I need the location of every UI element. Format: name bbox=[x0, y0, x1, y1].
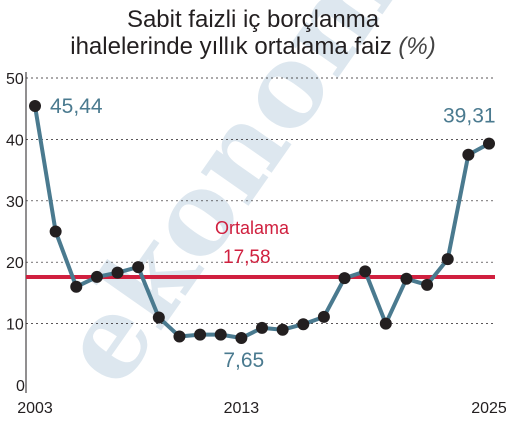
data-point bbox=[132, 261, 145, 274]
data-point bbox=[276, 323, 289, 336]
chart-title-line2: ihalelerinde yıllık ortalama faiz bbox=[70, 33, 392, 60]
data-point bbox=[111, 266, 124, 279]
data-point bbox=[70, 280, 83, 293]
series-layer bbox=[29, 99, 495, 345]
y-tick-label: 10 bbox=[6, 317, 24, 334]
data-point bbox=[90, 270, 103, 283]
data-label: 7,65 bbox=[223, 349, 264, 372]
data-point bbox=[194, 328, 207, 341]
data-point bbox=[317, 310, 330, 323]
data-label: 39,31 bbox=[443, 105, 496, 128]
y-tick-label: 0 bbox=[16, 378, 25, 395]
data-point bbox=[338, 272, 351, 285]
y-tick-layer: 0 10 20 30 40 50 bbox=[6, 71, 25, 395]
data-point bbox=[214, 328, 227, 341]
x-tick-label: 2003 bbox=[17, 400, 53, 417]
y-tick-label: 20 bbox=[6, 255, 24, 272]
x-tick-label: 2013 bbox=[224, 400, 260, 417]
data-label: 45,44 bbox=[50, 95, 103, 118]
y-tick-label: 50 bbox=[6, 71, 24, 88]
data-label-layer: 45,44 7,65 39,31 bbox=[50, 95, 496, 372]
data-point bbox=[359, 265, 372, 278]
data-point bbox=[29, 99, 41, 112]
x-tick-label: 2025 bbox=[471, 400, 506, 417]
watermark-layer: ekonomi bbox=[33, 0, 450, 407]
data-point bbox=[297, 318, 310, 331]
data-point bbox=[49, 225, 62, 238]
chart-title-unit: (%) bbox=[398, 33, 436, 60]
data-point bbox=[152, 311, 165, 324]
data-point bbox=[421, 278, 434, 291]
data-point bbox=[379, 317, 392, 330]
data-point bbox=[173, 330, 186, 343]
average-value-label: 17,58 bbox=[223, 247, 271, 268]
data-point bbox=[256, 321, 268, 334]
data-point bbox=[400, 272, 413, 285]
chart-title: Sabit faizli iç borçlanma ihalelerinde y… bbox=[0, 6, 506, 60]
average-label: Ortalama bbox=[215, 218, 290, 238]
watermark-text: ekonomi bbox=[33, 0, 450, 407]
data-point bbox=[462, 148, 475, 161]
data-point bbox=[483, 137, 495, 150]
grid-layer bbox=[26, 77, 495, 324]
chart-title-line1: Sabit faizli iç borçlanma bbox=[126, 6, 380, 33]
data-point bbox=[235, 332, 248, 345]
data-point bbox=[441, 253, 454, 266]
y-tick-label: 40 bbox=[6, 132, 24, 149]
x-tick-layer: 2003 2013 2025 bbox=[17, 400, 506, 417]
y-tick-label: 30 bbox=[6, 194, 24, 211]
